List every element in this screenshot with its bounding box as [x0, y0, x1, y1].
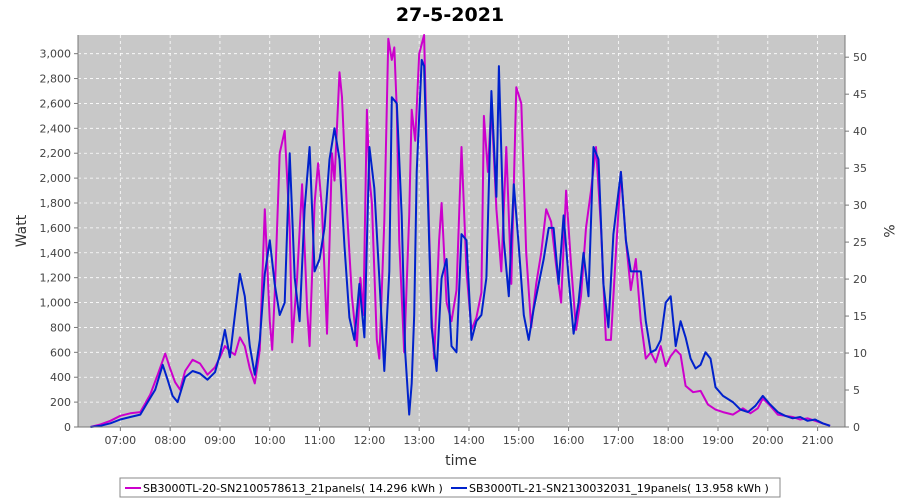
y2-tick-label: 15 — [853, 310, 867, 323]
y2-tick-label: 25 — [853, 236, 867, 249]
chart-title: 27-5-2021 — [396, 4, 504, 26]
y-tick-label: 3,000 — [40, 48, 72, 61]
series-layer — [90, 34, 831, 428]
y2-tick-label: 20 — [853, 273, 867, 286]
x-tick-label: 21:00 — [802, 434, 834, 447]
x-tick-label: 13:00 — [403, 434, 435, 447]
y-axis-ticks: 0 200 400 600 800 1,000 1,200 1,400 1,600 1,800 2,… — [40, 48, 78, 434]
y2-tick-label: 45 — [853, 88, 867, 101]
y2-tick-label: 40 — [853, 125, 867, 138]
x-tick-label: 07:00 — [104, 434, 136, 447]
y-tick-label: 1,200 — [40, 272, 72, 285]
x-tick-label: 14:00 — [453, 434, 485, 447]
y-tick-label: 1,800 — [40, 197, 72, 210]
x-tick-label: 10:00 — [254, 434, 286, 447]
x-tick-label: 20:00 — [752, 434, 784, 447]
y-tick-label: 600 — [50, 346, 71, 359]
x-axis-ticks: 07:00 08:00 09:00 10:00 11:00 12:00 13:00 14:00… — [104, 427, 833, 447]
x-tick-label: 17:00 — [603, 434, 635, 447]
y2-tick-label: 50 — [853, 51, 867, 64]
y2-tick-label: 35 — [853, 162, 867, 175]
x-tick-label: 12:00 — [354, 434, 386, 447]
y2-tick-label: 0 — [853, 421, 860, 434]
series-line-1 — [90, 34, 831, 428]
y-tick-label: 200 — [50, 396, 71, 409]
gridlines — [78, 35, 845, 428]
y-tick-label: 2,200 — [40, 147, 72, 160]
x-tick-label: 19:00 — [702, 434, 734, 447]
plot-area — [78, 35, 845, 427]
y-tick-label: 0 — [64, 421, 71, 434]
y-tick-label: 2,600 — [40, 97, 72, 110]
y-tick-label: 1,400 — [40, 247, 72, 260]
x-tick-label: 08:00 — [154, 434, 186, 447]
y-tick-label: 400 — [50, 371, 71, 384]
x-axis-label: time — [445, 453, 477, 469]
y2-tick-label: 30 — [853, 199, 867, 212]
y-tick-label: 1,600 — [40, 222, 72, 235]
legend-label-series-1: SB3000TL-20-SN2100578613_21panels( 14.29… — [143, 482, 443, 495]
y-axis-label: Watt — [14, 214, 30, 247]
legend-label-series-2: SB3000TL-21-SN2130032031_19panels( 13.95… — [469, 482, 769, 495]
legend: SB3000TL-20-SN2100578613_21panels( 14.29… — [119, 477, 781, 498]
x-tick-label: 11:00 — [304, 434, 336, 447]
x-tick-label: 15:00 — [503, 434, 535, 447]
y-tick-label: 2,800 — [40, 73, 72, 86]
y2-axis-ticks: 0 5 10 15 20 25 30 35 40 45 50 — [845, 51, 867, 434]
y-tick-label: 800 — [50, 321, 71, 334]
y2-tick-label: 5 — [853, 384, 860, 397]
y-tick-label: 1,000 — [40, 297, 72, 310]
y2-axis-label: % — [880, 224, 896, 237]
y-tick-label: 2,400 — [40, 122, 72, 135]
x-tick-label: 18:00 — [652, 434, 684, 447]
series-line-2 — [90, 58, 831, 428]
y2-tick-label: 10 — [853, 347, 867, 360]
legend-box — [119, 477, 781, 498]
x-tick-label: 09:00 — [204, 434, 236, 447]
y-tick-label: 2,000 — [40, 172, 72, 185]
x-tick-label: 16:00 — [553, 434, 585, 447]
